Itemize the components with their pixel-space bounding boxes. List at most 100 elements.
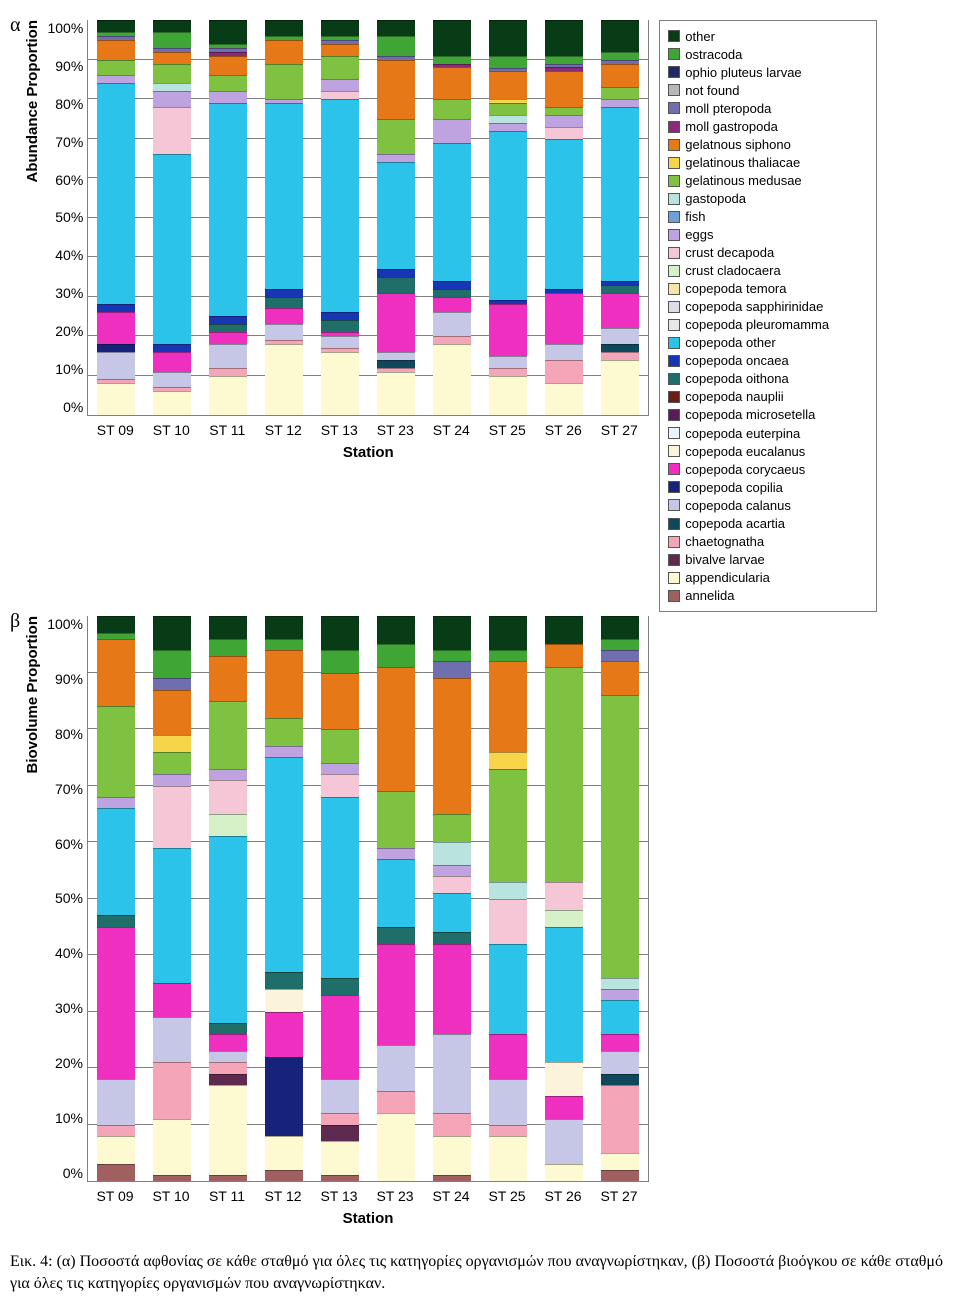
stacked-bar bbox=[601, 616, 639, 1181]
bar-segment bbox=[321, 1141, 359, 1175]
bar-segment bbox=[377, 667, 415, 791]
bar-segment bbox=[601, 293, 639, 329]
bar-segment bbox=[153, 352, 191, 372]
bar-segment bbox=[321, 20, 359, 36]
bar-segment bbox=[545, 107, 583, 115]
bar-segment bbox=[97, 1125, 135, 1136]
legend-swatch bbox=[668, 121, 680, 133]
bar-segment bbox=[153, 344, 191, 352]
y-axis-label-a: Abundance Proportion bbox=[24, 20, 41, 183]
bar-segment bbox=[209, 639, 247, 656]
stacked-bar bbox=[321, 20, 359, 415]
bar-segment bbox=[265, 757, 303, 972]
bar-segment bbox=[433, 876, 471, 893]
bar-segment bbox=[97, 60, 135, 76]
legend-label: copepoda acartia bbox=[685, 515, 785, 533]
bar-segment bbox=[209, 376, 247, 416]
legend-swatch bbox=[668, 554, 680, 566]
bar-segment bbox=[321, 56, 359, 80]
bar-segment bbox=[97, 639, 135, 707]
legend-item: eggs bbox=[668, 226, 868, 244]
y-tick: 40% bbox=[55, 945, 83, 961]
x-tick: ST 10 bbox=[143, 1188, 199, 1204]
y-tick: 80% bbox=[55, 96, 83, 112]
bar-segment bbox=[377, 352, 415, 360]
bar-segment bbox=[265, 64, 303, 100]
bar-segment bbox=[153, 690, 191, 735]
legend-item: copepoda acartia bbox=[668, 515, 868, 533]
bar-segment bbox=[601, 20, 639, 52]
bar-segment bbox=[433, 1175, 471, 1181]
legend-swatch bbox=[668, 301, 680, 313]
legend-swatch bbox=[668, 391, 680, 403]
x-tick: ST 11 bbox=[199, 1188, 255, 1204]
legend-item: copepoda pleuromamma bbox=[668, 316, 868, 334]
bar-segment bbox=[97, 352, 135, 380]
legend-item: gelatinous medusae bbox=[668, 172, 868, 190]
bar-segment bbox=[601, 360, 639, 415]
legend-label: moll pteropoda bbox=[685, 100, 771, 118]
bar-segment bbox=[209, 1051, 247, 1062]
bar-segment bbox=[265, 972, 303, 989]
legend-swatch bbox=[668, 193, 680, 205]
bar-segment bbox=[545, 71, 583, 107]
bar-segment bbox=[97, 797, 135, 808]
bar-segment bbox=[265, 297, 303, 309]
bar-segment bbox=[265, 746, 303, 757]
legend-item: crust cladocaera bbox=[668, 262, 868, 280]
legend-label: copepoda copilia bbox=[685, 479, 783, 497]
legend-swatch bbox=[668, 463, 680, 475]
legend-item: ophio pluteus larvae bbox=[668, 64, 868, 82]
bar-segment bbox=[97, 75, 135, 83]
legend-swatch bbox=[668, 157, 680, 169]
bar-segment bbox=[321, 1113, 359, 1124]
bar-segment bbox=[433, 678, 471, 814]
bar-segment bbox=[97, 1079, 135, 1124]
bar-segment bbox=[545, 139, 583, 289]
x-tick: ST 12 bbox=[255, 422, 311, 438]
bar-segment bbox=[209, 836, 247, 1022]
stacked-bar bbox=[545, 20, 583, 415]
legend-item: copepoda sapphirinidae bbox=[668, 298, 868, 316]
bar-segment bbox=[377, 154, 415, 162]
y-tick: 0% bbox=[63, 399, 83, 415]
bar-segment bbox=[545, 1164, 583, 1181]
legend-item: copepoda oithona bbox=[668, 370, 868, 388]
bar-segment bbox=[321, 352, 359, 415]
bar-segment bbox=[265, 1012, 303, 1057]
bar-segment bbox=[153, 91, 191, 107]
stacked-bar bbox=[601, 20, 639, 415]
bar-segment bbox=[265, 639, 303, 650]
bar-segment bbox=[601, 1034, 639, 1051]
bar-segment bbox=[601, 285, 639, 293]
bar-segment bbox=[601, 107, 639, 281]
bar-segment bbox=[489, 616, 527, 650]
bar-segment bbox=[601, 1051, 639, 1074]
bar-segment bbox=[97, 83, 135, 304]
bar-segment bbox=[97, 383, 135, 415]
legend-item: appendicularia bbox=[668, 569, 868, 587]
x-tick: ST 26 bbox=[535, 1188, 591, 1204]
legend-item: crust decapoda bbox=[668, 244, 868, 262]
bar-segment bbox=[153, 1175, 191, 1181]
bar-segment bbox=[489, 1079, 527, 1124]
legend-label: gelatinous medusae bbox=[685, 172, 801, 190]
legend-label: other bbox=[685, 28, 715, 46]
bar-segment bbox=[97, 1164, 135, 1181]
x-tick: ST 26 bbox=[535, 422, 591, 438]
bar-segment bbox=[545, 644, 583, 667]
legend-swatch bbox=[668, 66, 680, 78]
x-tick: ST 25 bbox=[479, 422, 535, 438]
legend-label: gelatnous siphono bbox=[685, 136, 791, 154]
bar-segment bbox=[321, 79, 359, 91]
bar-segment bbox=[209, 1034, 247, 1051]
legend-swatch bbox=[668, 590, 680, 602]
legend-label: chaetognatha bbox=[685, 533, 764, 551]
bar-segment bbox=[153, 650, 191, 678]
bar-segment bbox=[153, 774, 191, 785]
bar-segment bbox=[265, 344, 303, 415]
bar-segment bbox=[545, 293, 583, 344]
stacked-bar bbox=[545, 616, 583, 1181]
bar-segment bbox=[601, 352, 639, 360]
y-tick: 60% bbox=[55, 836, 83, 852]
